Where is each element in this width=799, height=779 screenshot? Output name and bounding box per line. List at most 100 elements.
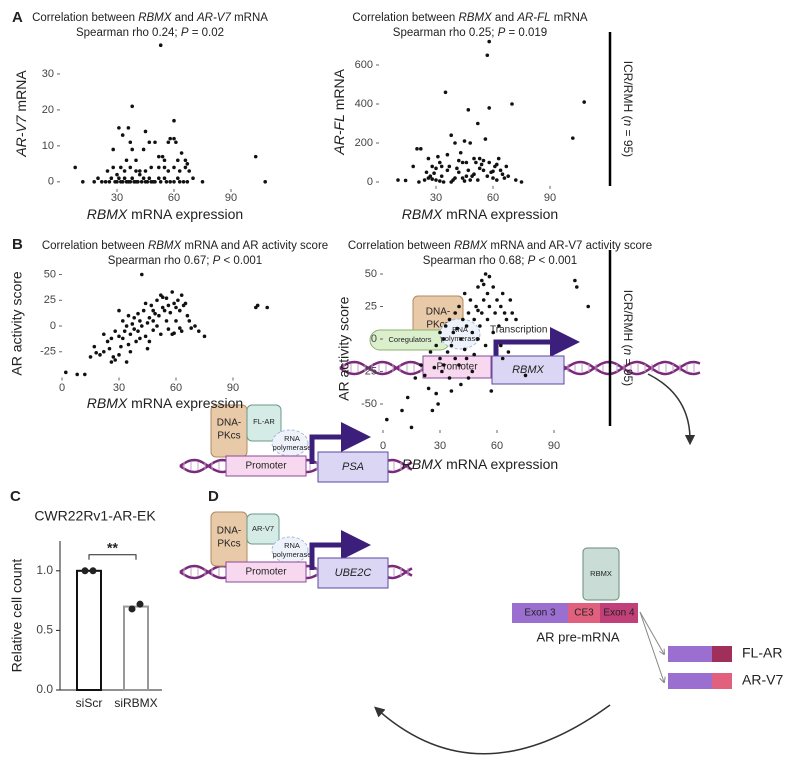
point	[153, 180, 157, 184]
rbmx-protein	[582, 547, 620, 601]
point	[496, 156, 501, 161]
point	[88, 355, 93, 359]
rna-pol-label: RNA	[284, 541, 300, 550]
point	[485, 53, 490, 58]
point	[428, 350, 433, 354]
point	[134, 339, 138, 344]
panel-label: C	[10, 488, 21, 505]
x-tick-label: 60	[168, 192, 180, 204]
point	[483, 272, 488, 276]
point	[263, 180, 268, 184]
point	[168, 180, 172, 184]
point	[98, 353, 102, 357]
point	[472, 156, 476, 161]
chart-title: Correlation between RBMX and AR-V7 mRNA	[32, 12, 268, 24]
point	[117, 308, 121, 313]
point	[162, 176, 167, 181]
point	[202, 334, 207, 339]
point	[462, 347, 467, 352]
point	[411, 164, 416, 169]
gene-box	[317, 557, 389, 589]
point	[419, 147, 423, 151]
y-tick-label: 0.5	[36, 623, 53, 637]
point	[122, 169, 127, 173]
point	[189, 326, 193, 330]
point	[157, 313, 161, 318]
coregulators-label: Coregulators	[389, 335, 432, 344]
point	[157, 154, 161, 159]
point	[155, 298, 159, 303]
point	[153, 311, 157, 316]
y-tick-label: 30	[42, 68, 54, 80]
point	[130, 176, 134, 181]
point	[474, 160, 478, 165]
point	[459, 337, 463, 341]
point	[426, 386, 431, 391]
promoter-label: Promoter	[436, 362, 478, 373]
point	[109, 360, 114, 364]
point	[458, 150, 463, 155]
point	[464, 160, 469, 165]
point	[434, 343, 439, 348]
point	[442, 337, 446, 341]
point	[121, 336, 125, 341]
point	[405, 395, 410, 400]
point	[164, 180, 169, 184]
point	[151, 319, 155, 323]
point	[510, 102, 514, 106]
point	[73, 165, 77, 170]
point	[491, 330, 496, 335]
y-tick-label: 0	[367, 176, 373, 188]
point	[430, 177, 435, 181]
point	[457, 158, 461, 163]
x-tick-label: siRBMX	[114, 696, 157, 710]
point	[185, 180, 190, 184]
y-tick-label: -25	[40, 346, 56, 358]
point	[415, 147, 419, 151]
point	[432, 171, 436, 176]
psa-locus: DNA- PKcs FL-AR RNA polymerase Promoter …	[210, 404, 389, 483]
dna-pkcs-label: PKcs	[217, 431, 240, 442]
point	[476, 178, 480, 182]
point	[177, 180, 182, 184]
point	[438, 160, 442, 165]
point	[149, 165, 153, 170]
point	[464, 324, 469, 328]
gene-label: PSA	[342, 461, 364, 473]
point	[460, 176, 465, 180]
point	[472, 352, 477, 357]
point	[200, 180, 205, 184]
transcription-arrow	[309, 530, 371, 570]
point	[438, 356, 442, 361]
point	[455, 166, 459, 171]
panel-label: D	[208, 488, 219, 505]
point	[102, 332, 106, 337]
point	[124, 360, 129, 364]
point	[491, 176, 495, 180]
ube2c-locus: DNA- PKcs AR-V7 RNA polymerase Promoter …	[210, 511, 389, 589]
dna-pkcs-label: DNA-	[217, 418, 241, 429]
point	[81, 180, 85, 184]
point	[94, 350, 98, 355]
point	[83, 372, 87, 377]
point	[162, 158, 167, 163]
dna-pkcs-label: PKcs	[426, 320, 449, 331]
point	[476, 308, 480, 313]
point	[174, 140, 178, 145]
point	[478, 324, 482, 328]
point	[430, 408, 435, 413]
receptor-label: AR-V7	[252, 524, 274, 533]
point	[136, 311, 140, 316]
product-bar	[712, 646, 732, 662]
point	[136, 180, 140, 184]
x-axis-label: RBMX mRNA expression	[87, 206, 243, 222]
point	[140, 324, 144, 328]
gene-label: RBMX	[512, 364, 544, 376]
point	[506, 350, 511, 354]
y-tick-label: 400	[355, 98, 373, 110]
point	[481, 158, 486, 163]
panel-label: A	[12, 9, 23, 26]
point	[143, 301, 148, 306]
exon-box	[512, 603, 568, 623]
point	[499, 304, 503, 309]
